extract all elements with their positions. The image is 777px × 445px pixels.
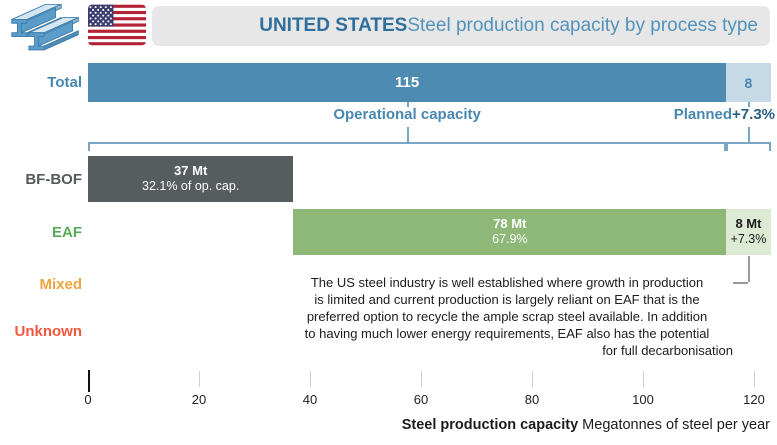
operational-stub-bottom bbox=[407, 127, 410, 142]
planned-stub-bottom bbox=[748, 127, 751, 142]
planned-bracket-end-right bbox=[768, 142, 771, 151]
axis-tick-label: 120 bbox=[743, 392, 765, 407]
planned-label: Planned+7.3% bbox=[673, 106, 775, 123]
axis-tick bbox=[421, 371, 422, 387]
axis-tick-label: 60 bbox=[413, 392, 429, 407]
x-axis-title: Steel production capacity Megatonnes of … bbox=[402, 417, 770, 433]
axis-tick-label: 100 bbox=[632, 392, 654, 407]
planned-growth-label: +7.3% bbox=[732, 106, 775, 123]
operational-bracket-end-left bbox=[88, 142, 90, 151]
page-title: UNITED STATES Steel production capacity … bbox=[152, 6, 770, 46]
axis-tick bbox=[643, 371, 644, 387]
operational-stub-top bbox=[407, 102, 410, 107]
annotation-connector-vertical bbox=[748, 256, 750, 282]
axis-tick-label: 40 bbox=[302, 392, 318, 407]
axis-tick-label: 20 bbox=[191, 392, 207, 407]
total-operational-value: 115 bbox=[395, 74, 420, 91]
total-planned-bar: 8 bbox=[726, 63, 771, 102]
eaf-planned-bar: 8 Mt +7.3% bbox=[726, 209, 771, 255]
annotation-text: The US steel industry is well establishe… bbox=[281, 274, 733, 359]
x-axis-title-bold: Steel production capacity bbox=[401, 417, 579, 433]
axis-tick bbox=[88, 370, 90, 392]
axis-tick-label: 80 bbox=[524, 392, 540, 407]
bfbof-share: 32.1% of op. cap. bbox=[142, 179, 240, 193]
operational-bracket-line bbox=[88, 142, 727, 144]
row-label-eaf: EAF bbox=[52, 224, 82, 241]
annotation-connector-horizontal bbox=[733, 282, 749, 284]
bfbof-bar: 37 Mt 32.1% of op. cap. bbox=[88, 156, 294, 202]
eaf-planned-value: 8 Mt bbox=[735, 216, 762, 231]
total-planned-value: 8 bbox=[744, 74, 753, 91]
eaf-planned-growth: +7.3% bbox=[730, 232, 767, 246]
operational-capacity-label: Operational capacity bbox=[333, 106, 481, 123]
planned-bracket-end-left bbox=[726, 142, 729, 151]
annotation-line: preferred option to recycle the ample sc… bbox=[306, 309, 708, 324]
axis-tick bbox=[199, 371, 200, 387]
axis-tick bbox=[754, 371, 755, 387]
annotation-line: to having much lower energy requirements… bbox=[304, 326, 710, 341]
row-label-bf-bof: BF-BOF bbox=[25, 171, 82, 188]
bfbof-value: 37 Mt bbox=[174, 163, 208, 178]
us-flag-icon bbox=[88, 4, 146, 46]
annotation-line: is limited and current production is lar… bbox=[314, 292, 700, 307]
eaf-value: 78 Mt bbox=[493, 216, 527, 231]
operational-bracket-end-right bbox=[724, 142, 727, 151]
eaf-operational-bar: 78 Mt 67.9% bbox=[293, 209, 727, 255]
row-label-unknown: Unknown bbox=[14, 323, 83, 340]
axis-tick-label: 0 bbox=[84, 392, 92, 407]
annotation-line: for full decarbonisation bbox=[602, 343, 733, 358]
steel-beams-icon bbox=[11, 4, 79, 51]
annotation-line: The US steel industry is well establishe… bbox=[310, 275, 704, 290]
eaf-share: 67.9% bbox=[492, 232, 528, 246]
axis-tick bbox=[310, 371, 311, 387]
planned-bracket-line bbox=[726, 142, 771, 144]
total-operational-bar: 115 bbox=[88, 63, 727, 102]
x-axis-title-unit: Megatonnes of steel per year bbox=[578, 417, 770, 433]
row-label-mixed: Mixed bbox=[39, 276, 82, 293]
page-title-subject: Steel production capacity by process typ… bbox=[407, 15, 758, 36]
row-label-total: Total bbox=[47, 74, 82, 91]
page-title-country: UNITED STATES bbox=[259, 15, 408, 36]
planned-stub-top bbox=[748, 102, 751, 107]
axis-tick bbox=[532, 371, 533, 387]
